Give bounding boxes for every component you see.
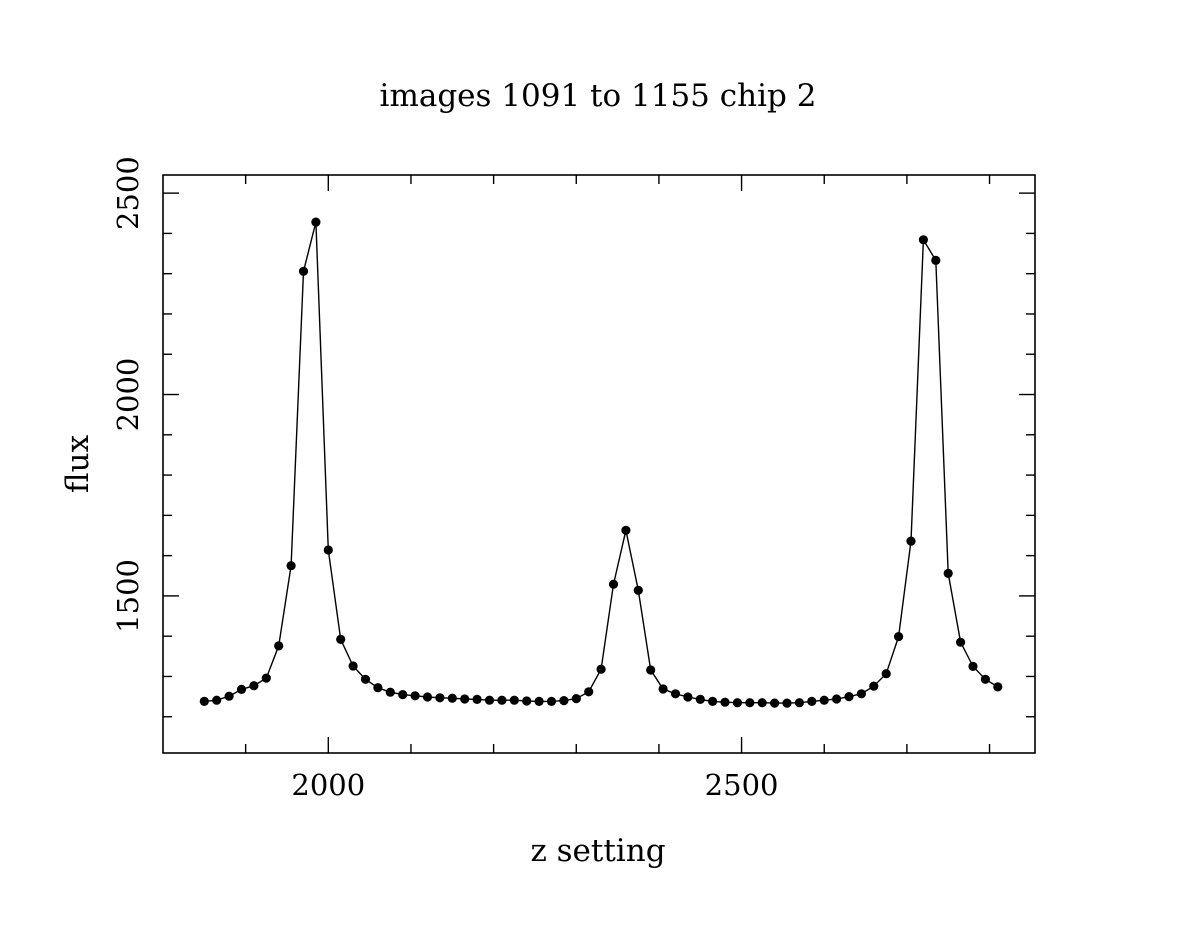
data-point (311, 217, 321, 227)
data-point (435, 693, 445, 703)
data-point (410, 691, 420, 701)
y-tick-label: 1500 (111, 559, 145, 633)
data-point (571, 694, 581, 704)
data-point (596, 664, 606, 674)
data-point (646, 665, 656, 675)
data-point (422, 692, 433, 702)
y-tick-label: 2000 (111, 358, 145, 432)
data-point (993, 682, 1003, 692)
axis-tick-labels: 2000 2500 1500 2000 2500 (111, 156, 778, 802)
data-point (906, 536, 916, 546)
data-point (274, 641, 284, 651)
chart-title: images 1091 to 1155 chip 2 (380, 78, 817, 114)
series-line (204, 221, 999, 704)
data-point (460, 694, 470, 704)
data-point (943, 568, 953, 579)
data-point (534, 696, 544, 707)
data-point (980, 674, 991, 684)
data-point (621, 525, 631, 535)
data-point (608, 579, 619, 589)
x-axis-label: z setting (530, 833, 665, 869)
data-point (968, 661, 978, 672)
data-point (472, 694, 482, 705)
data-series (199, 217, 1003, 708)
data-point (559, 696, 569, 706)
data-point (819, 695, 829, 705)
data-point (683, 692, 693, 702)
data-point (869, 681, 879, 691)
data-point (732, 698, 743, 708)
data-point (931, 255, 941, 265)
data-point (249, 681, 259, 691)
data-point (584, 687, 594, 697)
data-point (199, 696, 209, 707)
data-point (720, 697, 730, 707)
data-point (807, 696, 817, 707)
data-point (844, 692, 854, 702)
data-point (881, 669, 891, 679)
data-point (360, 674, 371, 684)
data-point (546, 696, 557, 707)
axis-ticks (163, 175, 1035, 753)
data-point (447, 693, 457, 703)
data-point (336, 634, 346, 645)
data-point (373, 683, 383, 693)
data-point (708, 696, 718, 707)
data-point (757, 698, 767, 708)
data-point (509, 695, 519, 705)
x-tick-label: 2000 (291, 768, 365, 802)
data-point (497, 695, 507, 705)
data-point (670, 689, 681, 699)
data-point (832, 694, 842, 704)
data-point (298, 266, 309, 276)
x-tick-label: 2500 (705, 768, 779, 802)
data-point (695, 694, 705, 705)
data-point (484, 695, 495, 705)
data-point (956, 637, 966, 647)
data-point (348, 661, 358, 671)
data-point (323, 545, 333, 555)
data-point (398, 690, 408, 700)
data-point (633, 585, 643, 595)
data-point (286, 561, 296, 571)
data-point (212, 695, 222, 705)
plot-frame (162, 174, 1036, 754)
data-point (794, 698, 805, 708)
data-point (522, 696, 532, 706)
data-point (745, 698, 755, 708)
y-tick-label: 2500 (111, 156, 145, 230)
data-point (236, 684, 247, 695)
data-point (385, 687, 395, 697)
data-point (658, 684, 668, 694)
data-point (224, 691, 234, 701)
data-point (770, 698, 780, 708)
y-axis-label: flux (60, 434, 96, 493)
data-point (918, 235, 929, 245)
data-point (856, 689, 867, 699)
data-point (261, 673, 271, 683)
data-point (782, 698, 792, 708)
data-point (894, 632, 904, 642)
